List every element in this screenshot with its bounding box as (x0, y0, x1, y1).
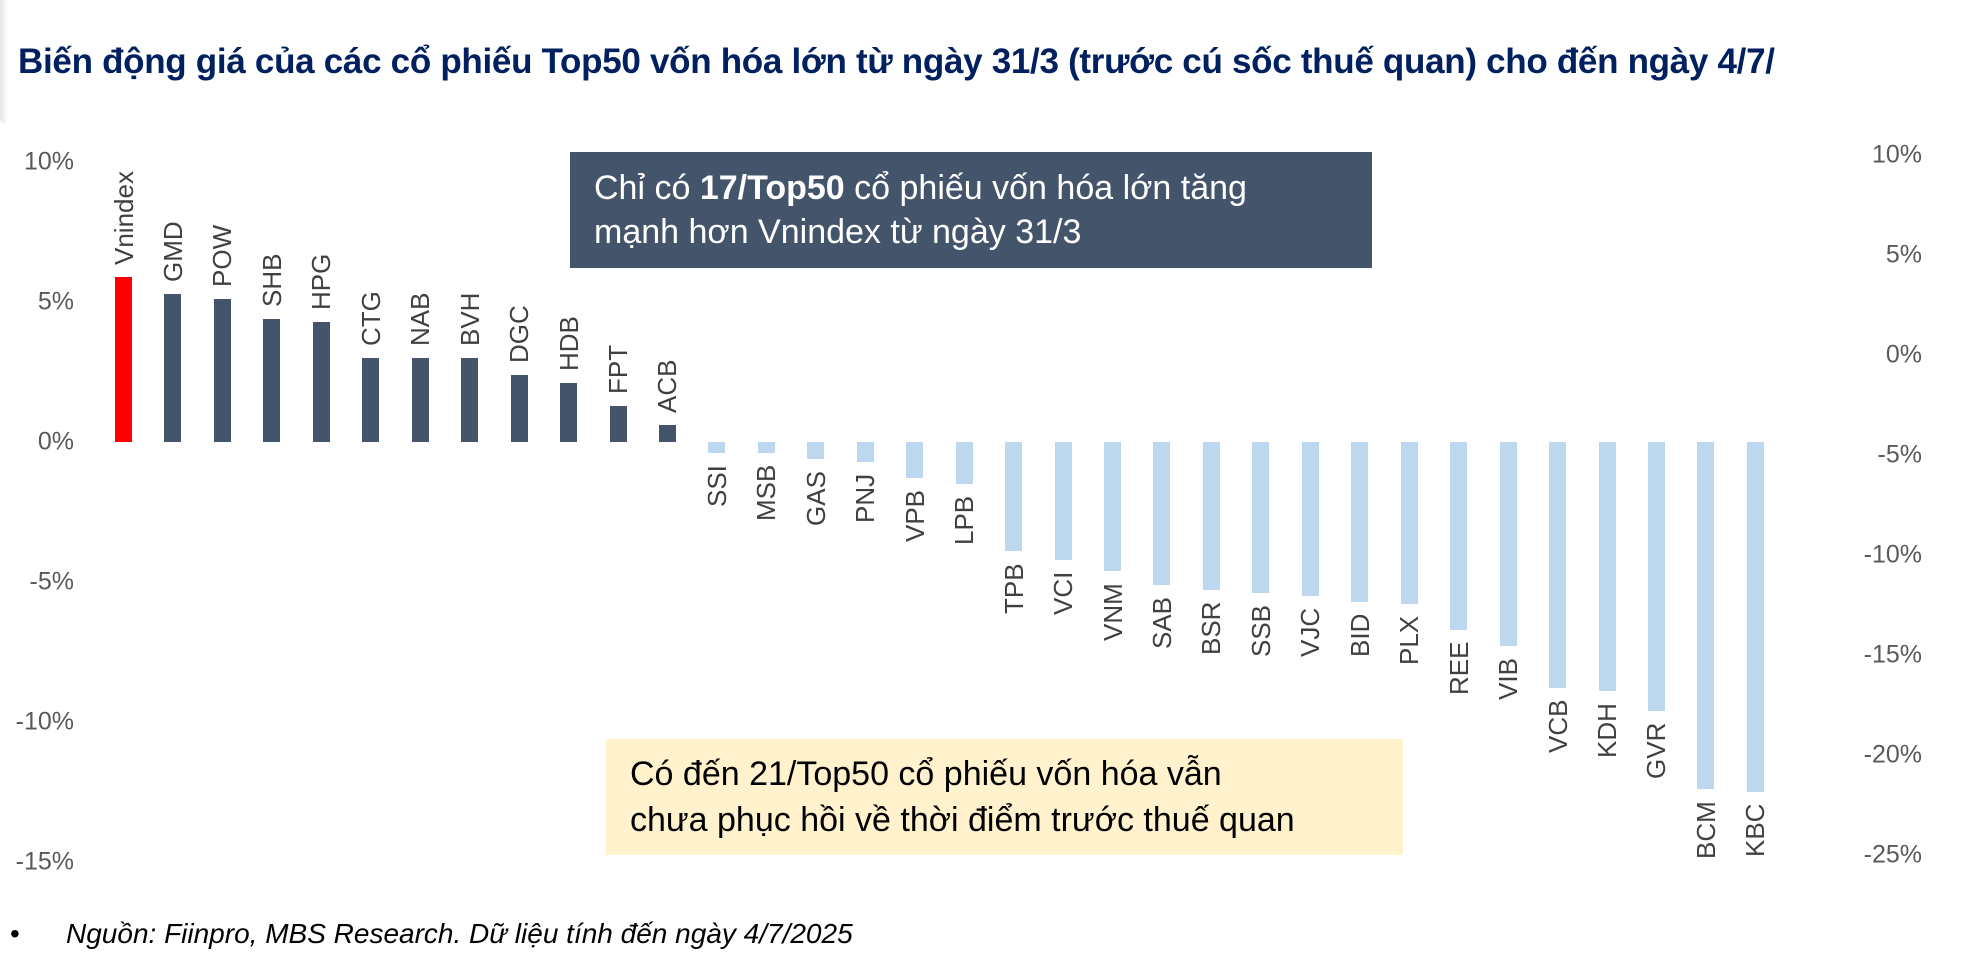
frame-edge (0, 0, 8, 124)
right-axis-tick: 5% (1885, 240, 1922, 269)
source-text: Nguồn: Fiinpro, MBS Research. Dữ liệu tí… (66, 918, 853, 949)
left-axis-tick: -5% (29, 567, 74, 596)
category-label: BID (1344, 613, 1375, 657)
bar-vjc (1301, 442, 1319, 596)
bar-bsr (1202, 442, 1220, 591)
category-label: BVH (454, 292, 485, 346)
bar-dgc (510, 374, 528, 442)
right-axis-tick: -10% (1863, 540, 1922, 569)
category-label: GAS (800, 470, 831, 526)
right-axis-tick: -20% (1863, 740, 1922, 769)
bar-tpb (1005, 442, 1023, 552)
category-label: REE (1443, 641, 1474, 695)
category-label: VCB (1542, 699, 1573, 754)
right-axis-tick: -15% (1863, 640, 1922, 669)
bar-vpb (906, 442, 924, 479)
callout-bottom-line1: Có đến 21/Top50 cổ phiếu vốn hóa vẫn (630, 755, 1222, 793)
bar-pnj (856, 442, 874, 462)
bullet-icon: • (10, 918, 20, 949)
bar-bcm (1697, 442, 1715, 790)
callout-top-pre: Chỉ có (594, 169, 700, 207)
bar-vnm (1104, 442, 1121, 571)
bar-hdb (560, 383, 578, 442)
category-label: VPB (899, 490, 930, 543)
bar-ree (1450, 442, 1468, 630)
category-label: NAB (405, 292, 436, 346)
callout-bottom-line2: chưa phục hồi về thời điểm trước thuế qu… (630, 801, 1295, 839)
category-label: DGC (504, 305, 535, 363)
right-axis-tick: 10% (1871, 140, 1922, 169)
category-label: GVR (1641, 722, 1672, 779)
category-label: VCI (1048, 571, 1079, 615)
left-axis-tick: -15% (15, 847, 74, 876)
bar-bvh (461, 358, 479, 442)
category-label: KDH (1592, 703, 1622, 759)
category-label: KBC (1740, 803, 1771, 857)
category-label: ACB (652, 359, 683, 414)
left-axis-tick: 5% (37, 287, 74, 316)
bar-acb (658, 425, 676, 442)
left-axis-tick: 0% (37, 427, 74, 456)
category-label: SSB (1245, 605, 1276, 658)
category-label: TPB (998, 563, 1029, 615)
bar-bid (1351, 442, 1369, 602)
left-axis-tick: -10% (15, 707, 74, 736)
bar-fpt (609, 405, 627, 442)
bar-lpb (955, 442, 973, 484)
bar-gmd (164, 293, 182, 442)
bar-msb (757, 442, 775, 454)
category-label: VJC (1295, 607, 1326, 657)
category-label: VNM (1097, 583, 1128, 641)
bar-hpg (312, 321, 330, 442)
bar-vci (1054, 442, 1072, 560)
category-label: SHB (256, 253, 287, 307)
bar-ssi (708, 442, 726, 454)
callout-bottom-annotation: Có đến 21/Top50 cổ phiếu vốn hóa vẫn chư… (606, 739, 1403, 855)
right-axis-tick: -5% (1877, 440, 1922, 469)
category-label: BSR (1196, 601, 1227, 656)
callout-top-bold: 17/Top50 (699, 169, 845, 207)
category-label: SAB (1146, 596, 1177, 649)
bar-kbc (1746, 442, 1764, 792)
category-label: PLX (1394, 616, 1425, 666)
category-label: POW (207, 225, 238, 288)
category-label: HDB (553, 316, 584, 372)
right-axis-tick: 0% (1885, 340, 1922, 369)
bar-pow (213, 299, 231, 442)
category-label: CTG (355, 291, 386, 346)
bar-ssb (1252, 442, 1270, 594)
callout-top-annotation: Chỉ có 17/Top50 cổ phiếu vốn hóa lớn tăn… (570, 152, 1372, 268)
bar-shb (263, 318, 281, 442)
right-y-axis: 10% 5% 0% -5% -10% -15% -20% -25% (1820, 0, 1922, 976)
source-footnote: • Nguồn: Fiinpro, MBS Research. Dữ liệu … (10, 918, 853, 950)
category-label: Vnindex (108, 170, 139, 265)
category-label: VIB (1493, 658, 1524, 701)
bar-gas (807, 442, 825, 459)
bar-vnindex (115, 276, 132, 442)
bar-sab (1153, 442, 1171, 585)
category-label: MSB (751, 464, 782, 522)
left-y-axis: 10% 5% 0% -5% -10% -15% (0, 0, 74, 976)
bar-ctg (362, 358, 380, 442)
bar-vcb (1549, 442, 1567, 689)
bar-plx (1400, 442, 1418, 605)
right-axis-tick: -25% (1863, 840, 1922, 869)
bar-kdh (1598, 442, 1616, 692)
left-axis-tick: 10% (23, 147, 74, 176)
category-label: GMD (157, 220, 188, 282)
callout-top-post: cổ phiếu vốn hóa lớn tăng (844, 169, 1247, 207)
bar-gvr (1647, 442, 1665, 711)
category-label: PNJ (850, 473, 881, 523)
category-label: HPG (306, 253, 337, 310)
category-label: BCM (1690, 801, 1721, 860)
category-label: SSI (701, 465, 732, 508)
bar-vib (1499, 442, 1517, 647)
category-label: LPB (949, 495, 980, 545)
category-label: FPT (603, 344, 633, 394)
callout-top-line2: mạnh hơn Vnindex từ ngày 31/3 (594, 213, 1082, 251)
bar-nab (411, 358, 429, 442)
chart-title: Biến động giá của các cổ phiếu Top50 vốn… (18, 42, 1775, 81)
